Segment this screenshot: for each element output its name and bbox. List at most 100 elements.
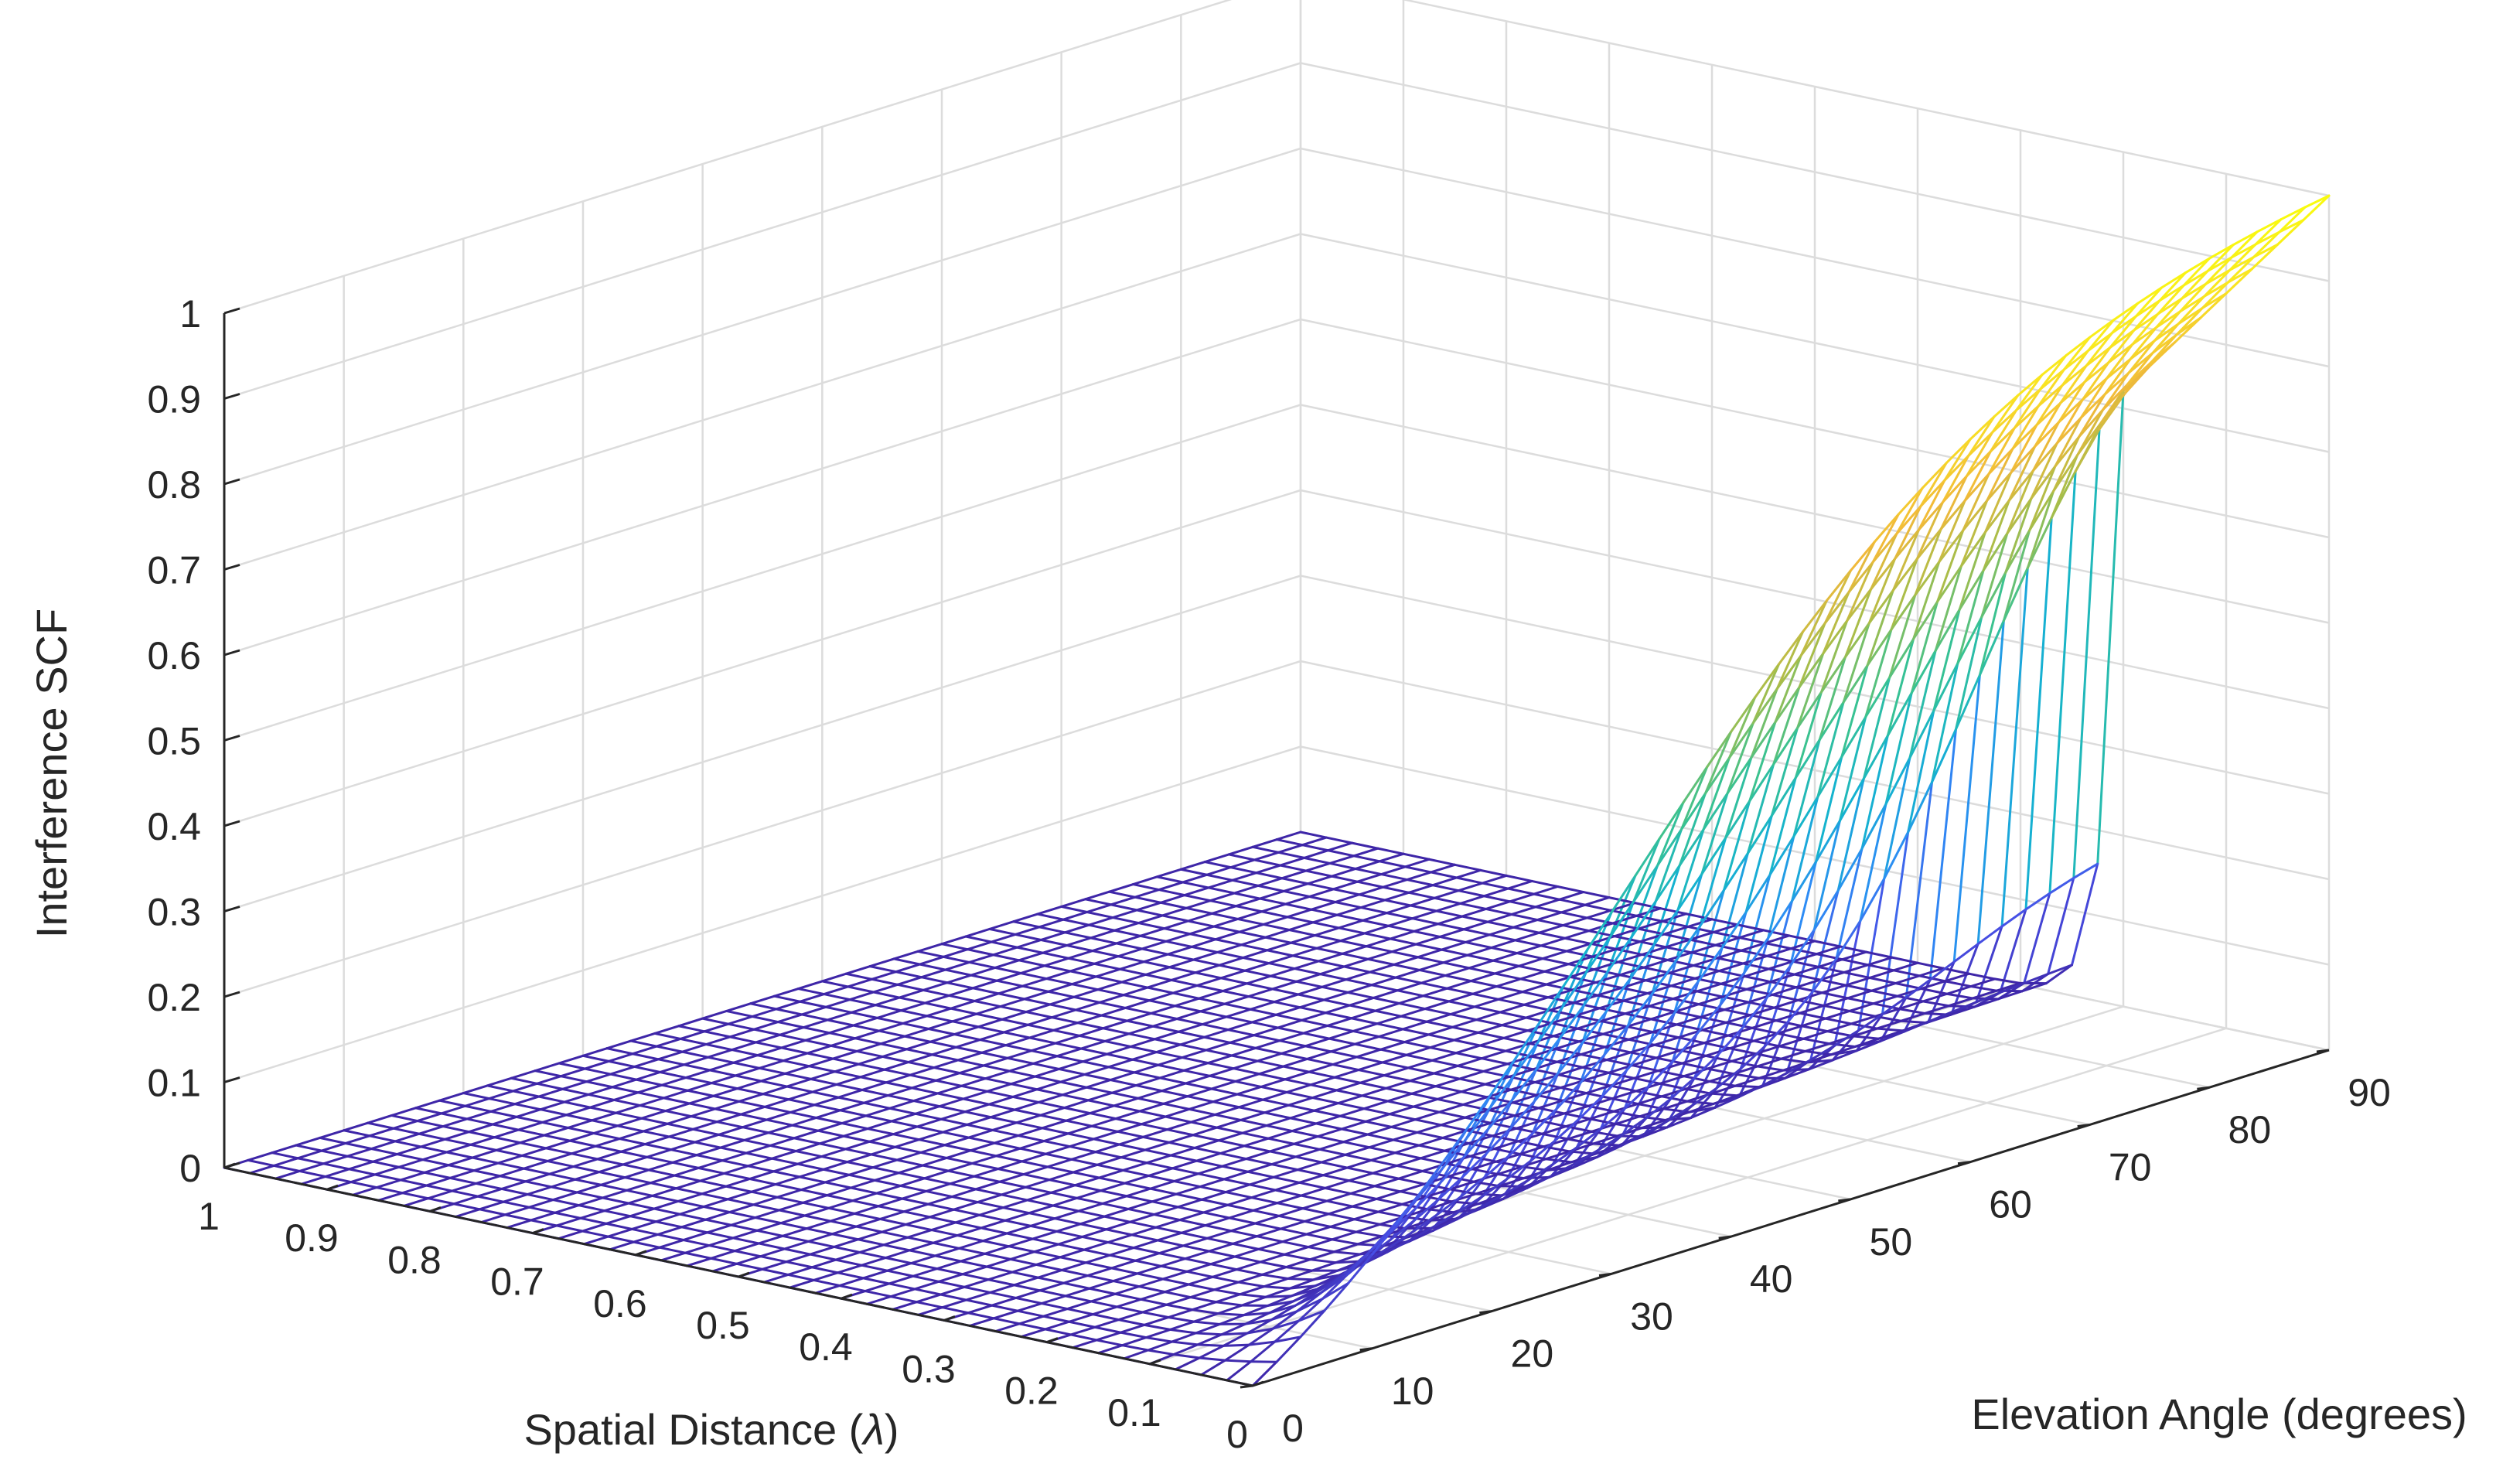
mesh-segment [1934,565,1962,652]
mesh-segment [894,1138,921,1148]
mesh-segment [1218,1314,1245,1325]
mesh-segment [2086,332,2113,353]
mesh-segment [1427,858,1456,866]
mesh-segment [2024,517,2053,911]
z-tick-mark [223,393,240,400]
mesh-segment [701,1009,728,1020]
mesh-segment [965,1291,992,1301]
mesh-segment [1274,1319,1301,1343]
mesh-segment [464,1097,491,1107]
mesh-segment [2228,243,2257,271]
mesh-segment [1072,1171,1100,1179]
mesh-segment [1511,1101,1540,1110]
mesh-segment [1029,1224,1058,1233]
mesh-segment [1609,909,1639,917]
mesh-segment [643,1143,673,1151]
mesh-segment [1258,889,1285,900]
mesh-segment [442,1125,470,1134]
mesh-segment [1258,1073,1287,1081]
mesh-segment [775,1000,802,1011]
mesh-segment [2057,380,2086,424]
mesh-segment [950,1007,978,1015]
mesh-segment [517,1128,546,1137]
mesh-segment [1228,1216,1257,1225]
mesh-segment [631,1045,658,1056]
mesh-segment [1823,1004,1851,1012]
mesh-segment [1314,934,1342,943]
mesh-segment [841,1114,868,1125]
mesh-segment [1021,984,1050,993]
mesh-segment [864,1107,892,1117]
mesh-segment [1110,895,1137,906]
mesh-segment [272,1164,301,1172]
mesh-segment [1662,925,1690,936]
mesh-segment [247,1151,274,1161]
mesh-segment [1183,886,1210,897]
mesh-segment [1096,981,1124,991]
mesh-segment [1173,1179,1202,1189]
mesh-segment [1638,1115,1667,1122]
mesh-segment [1141,1311,1170,1319]
mesh-segment [818,1142,847,1151]
mesh-segment [1664,938,1691,949]
mesh-segment [1101,1195,1128,1205]
mesh-segment [1632,1069,1659,1080]
mesh-segment [1695,947,1724,1036]
mesh-segment [912,1092,939,1103]
mesh-segment [1168,966,1197,974]
mesh-segment [1355,1056,1384,1064]
mesh-segment [1035,1256,1062,1266]
mesh-segment [977,1018,1004,1028]
mesh-segment [926,1007,953,1018]
mesh-segment [1417,1167,1444,1199]
mesh-segment [690,1115,718,1124]
mesh-segment [896,983,925,991]
mesh-segment [581,1230,609,1238]
mesh-segment [611,1078,638,1089]
mesh-segment [1060,1268,1089,1277]
mesh-segment [1212,1100,1240,1109]
mesh-segment [1379,865,1407,876]
mesh-segment [967,1136,996,1144]
mesh-segment [960,1260,988,1268]
mesh-segment [1205,1230,1233,1240]
mesh-segment [1368,1138,1395,1149]
mesh-segment [1036,912,1065,921]
mesh-segment [1441,1129,1468,1139]
mesh-segment [2177,307,2204,326]
mesh-segment [857,1063,886,1071]
mesh-segment [894,1145,922,1154]
mesh-segment [675,1179,702,1190]
mesh-segment [2078,408,2105,438]
mesh-segment [1676,872,1703,912]
mesh-segment [1553,1118,1580,1143]
mesh-segment [2226,268,2253,284]
mesh-segment [1284,902,1313,911]
mesh-segment [1387,917,1414,927]
mesh-segment [684,1244,711,1254]
mesh-segment [1768,776,1797,876]
mesh-segment [1203,861,1233,869]
mesh-segment [1037,1100,1066,1110]
mesh-segment [2226,255,2256,284]
mesh-segment [1498,1177,1525,1188]
mesh-segment [809,1245,836,1256]
mesh-segment [945,1149,972,1159]
mesh-segment [1309,1076,1336,1086]
mesh-segment [1577,1094,1604,1121]
mesh-segment [759,1255,788,1264]
mesh-segment [1370,984,1399,992]
mesh-segment [1512,919,1539,929]
mesh-segment [677,1017,704,1028]
mesh-segment [1594,1144,1621,1155]
mesh-segment [1791,860,1817,902]
mesh-segment [796,988,826,996]
mesh-segment [1024,1185,1052,1194]
mesh-segment [1872,1002,1901,1011]
mesh-segment [1161,1090,1189,1098]
mesh-segment [1465,1107,1492,1141]
mesh-segment [2081,361,2110,401]
mesh-segment [704,1218,733,1226]
mesh-segment [1982,499,2010,572]
mesh-segment [636,1091,665,1100]
